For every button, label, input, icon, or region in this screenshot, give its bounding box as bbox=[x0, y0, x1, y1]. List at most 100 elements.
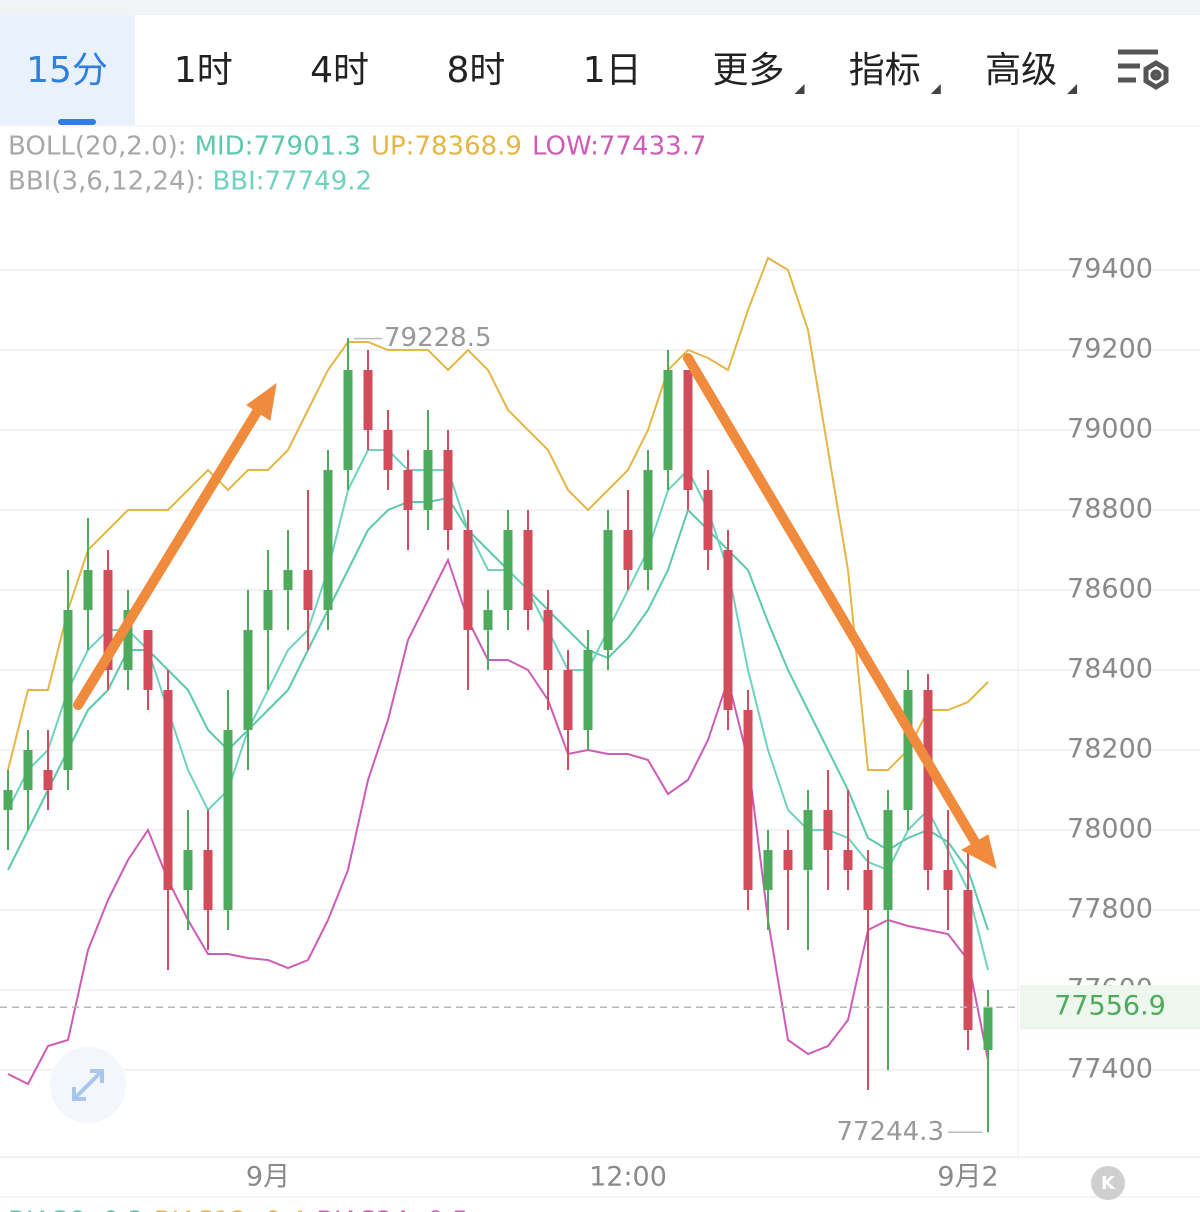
tab[interactable]: 4时 bbox=[310, 50, 369, 91]
candle-body bbox=[103, 570, 113, 670]
candle-body bbox=[63, 610, 73, 770]
y-tick-label: 78800 bbox=[1067, 494, 1153, 525]
k-button[interactable]: K bbox=[1091, 1166, 1125, 1200]
y-tick-label: 78400 bbox=[1067, 654, 1153, 685]
candle-body bbox=[543, 610, 553, 670]
trend-arrow-up bbox=[73, 382, 277, 710]
candle-body bbox=[163, 690, 173, 890]
x-tick-label: 9月2 bbox=[937, 1162, 998, 1193]
tab[interactable]: 更多 bbox=[712, 50, 784, 91]
candle-body bbox=[183, 850, 193, 890]
candle-body bbox=[923, 690, 933, 870]
candle-body bbox=[223, 730, 233, 910]
candle-body bbox=[883, 810, 893, 910]
bottom-indicator: BIAS24:-0.5 bbox=[316, 1207, 468, 1212]
candle-body bbox=[663, 370, 673, 470]
y-tick-label: 79200 bbox=[1067, 334, 1153, 365]
k-label: K bbox=[1101, 1173, 1116, 1194]
candle-body bbox=[783, 850, 793, 870]
active-tab-bg bbox=[0, 15, 135, 125]
candle-body bbox=[763, 850, 773, 890]
indicator-line bbox=[7, 557, 989, 1086]
y-tick-label: 78000 bbox=[1067, 814, 1153, 845]
candle-body bbox=[423, 450, 433, 510]
candle-body bbox=[823, 810, 833, 850]
y-tick-label: 79000 bbox=[1067, 414, 1153, 445]
candle-body bbox=[963, 890, 973, 1030]
candle-body bbox=[803, 810, 813, 870]
candle-body bbox=[483, 610, 493, 630]
y-tick-label: 79400 bbox=[1067, 254, 1153, 285]
candle-body bbox=[443, 450, 453, 530]
bottom-indicator: BIAS12:-0.4 bbox=[154, 1207, 306, 1212]
candle-body bbox=[903, 690, 913, 810]
candle-body bbox=[3, 790, 13, 810]
x-tick-label: 9月 bbox=[246, 1162, 290, 1193]
x-tick-label: 12:00 bbox=[589, 1162, 667, 1193]
candle-body bbox=[283, 570, 293, 590]
candle-body bbox=[83, 570, 93, 610]
candle-body bbox=[703, 490, 713, 550]
indicator-value: LOW:77433.7 bbox=[532, 132, 706, 162]
candle-body bbox=[623, 530, 633, 570]
candle-body bbox=[683, 370, 693, 490]
extreme-label: 79228.5 bbox=[384, 323, 492, 353]
candle-body bbox=[643, 470, 653, 570]
tab[interactable]: 8时 bbox=[446, 50, 505, 91]
y-tick-label: 77400 bbox=[1067, 1054, 1153, 1085]
tab[interactable]: 1日 bbox=[583, 50, 642, 91]
candle-body bbox=[383, 430, 393, 470]
indicator-value: UP:78368.9 bbox=[371, 132, 522, 162]
candle-body bbox=[583, 650, 593, 730]
candle-body bbox=[143, 630, 153, 690]
plot-area bbox=[0, 256, 1200, 1133]
candle-body bbox=[743, 710, 753, 890]
indicator-label: BOLL(20,2.0): bbox=[8, 132, 187, 162]
indicator-line bbox=[7, 496, 989, 931]
tab[interactable]: 15分 bbox=[26, 50, 108, 91]
bottom-indicator: BIAS6:-0.3 bbox=[8, 1207, 144, 1212]
candle-body bbox=[503, 530, 513, 610]
y-tick-label: 77800 bbox=[1067, 894, 1153, 925]
candle-body bbox=[603, 530, 613, 650]
dropdown-caret bbox=[1067, 84, 1078, 94]
active-tab-indicator bbox=[58, 119, 96, 125]
candle-body bbox=[363, 370, 373, 430]
candle-body bbox=[563, 670, 573, 730]
candle-body bbox=[983, 1007, 993, 1050]
indicator-line bbox=[7, 256, 989, 771]
candle-body bbox=[463, 530, 473, 630]
candle-body bbox=[343, 370, 353, 470]
indicator-value: BBI:77749.2 bbox=[212, 167, 372, 197]
candle-body bbox=[263, 590, 273, 630]
candle-body bbox=[723, 550, 733, 710]
tab[interactable]: 1时 bbox=[174, 50, 233, 91]
status-band bbox=[0, 0, 1200, 15]
candle-body bbox=[123, 610, 133, 670]
candle-body bbox=[403, 470, 413, 510]
candle-body bbox=[243, 630, 253, 730]
candle-body bbox=[23, 750, 33, 790]
y-tick-label: 78600 bbox=[1067, 574, 1153, 605]
extreme-label: 77244.3 bbox=[836, 1117, 944, 1147]
trend-arrow-down bbox=[683, 353, 997, 869]
last-price-box bbox=[1020, 985, 1200, 1030]
candle-body bbox=[943, 870, 953, 890]
indicator-value: MID:77901.3 bbox=[195, 132, 361, 162]
candle-body bbox=[203, 850, 213, 910]
tab[interactable]: 高级 bbox=[985, 50, 1057, 91]
candle-body bbox=[523, 530, 533, 610]
expand-button[interactable] bbox=[50, 1047, 126, 1123]
tab[interactable]: 指标 bbox=[849, 50, 921, 91]
candle-body bbox=[843, 850, 853, 870]
settings-icon[interactable] bbox=[1118, 49, 1169, 90]
indicator-label: BBI(3,6,12,24): bbox=[8, 167, 204, 197]
y-tick-label: 78200 bbox=[1067, 734, 1153, 765]
dropdown-caret bbox=[930, 84, 941, 94]
candle-body bbox=[43, 770, 53, 790]
candle-body bbox=[863, 870, 873, 910]
dropdown-caret bbox=[794, 84, 805, 94]
candle-body bbox=[323, 470, 333, 610]
